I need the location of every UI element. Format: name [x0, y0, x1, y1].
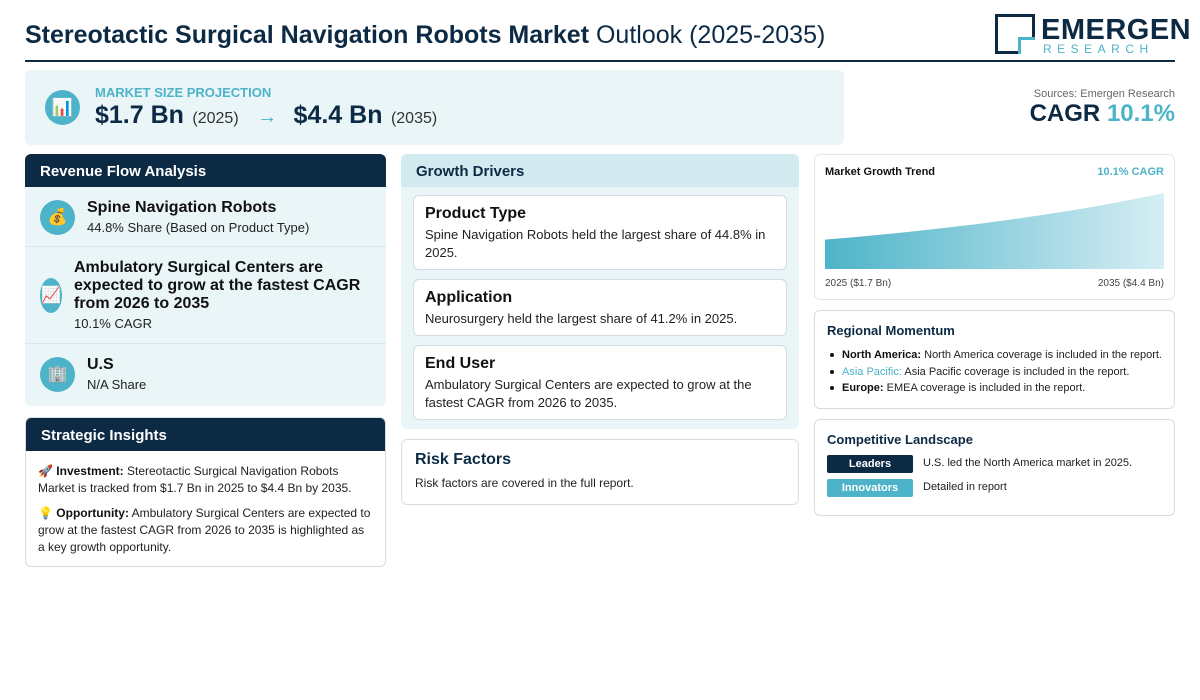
competitive-row-text: U.S. led the North America market in 202…: [923, 457, 1133, 469]
region-item-asia-pacific: Asia Pacific: Asia Pacific coverage is i…: [827, 364, 1162, 381]
logo-text-main: EMERGEN: [1041, 14, 1192, 46]
risk-factors-text: Risk factors are covered in the full rep…: [415, 476, 634, 490]
projection-values: $1.7 Bn (2025) → $4.4 Bn (2035): [95, 101, 437, 130]
chart-increasing-icon: 📈: [40, 278, 62, 313]
trend-area-svg: [825, 193, 1164, 269]
projection-label: MARKET SIZE PROJECTION: [95, 85, 272, 100]
driver-card-title: End User: [425, 355, 496, 372]
emergen-logo[interactable]: EMERGEN RESEARCH: [995, 14, 1191, 56]
competitive-landscape-heading: Competitive Landscape: [827, 432, 973, 447]
driver-card-application: Application Neurosurgery held the larges…: [413, 279, 787, 336]
driver-card-product-type: Product Type Spine Navigation Robots hel…: [413, 195, 787, 270]
start-value: $1.7 Bn: [95, 101, 184, 129]
investment-text: Stereotactic Surgical Navigation Robots …: [38, 464, 352, 495]
revenue-item: 💰 Spine Navigation Robots 44.8% Share (B…: [25, 187, 386, 247]
money-bag-icon: 💰: [40, 200, 75, 235]
strategic-insights-heading: Strategic Insights: [26, 418, 385, 451]
innovators-badge: Innovators: [827, 479, 913, 497]
revenue-item-sub: 44.8% Share (Based on Product Type): [87, 220, 310, 235]
chart-title: Market Growth Trend: [825, 166, 936, 178]
driver-card-title: Product Type: [425, 205, 527, 222]
region-label: North America:: [842, 349, 922, 361]
investment-label: Investment:: [56, 464, 124, 478]
page-title-outlook: Outlook (2025-2035): [595, 21, 826, 49]
growth-area-series: [825, 193, 1164, 269]
cagr-headline: CAGR 10.1%: [1030, 100, 1175, 128]
region-item-north-america: North America: North America coverage is…: [827, 347, 1162, 364]
strategic-insights-panel: Strategic Insights 🚀 Investment: Stereot…: [25, 417, 386, 567]
chart-start-label: 2025 ($1.7 Bn): [825, 278, 892, 289]
end-value: $4.4 Bn: [293, 101, 383, 129]
bar-chart-icon: 📊: [45, 90, 80, 125]
driver-card-text: Ambulatory Surgical Centers are expected…: [425, 377, 752, 410]
opportunity-text: Ambulatory Surgical Centers are expected…: [38, 506, 371, 554]
page-header: Stereotactic Surgical Navigation Robots …: [25, 10, 1191, 62]
market-size-projection: 📊 MARKET SIZE PROJECTION $1.7 Bn (2025) …: [25, 70, 844, 145]
arrow-right-icon: →: [257, 106, 278, 128]
leaders-badge: Leaders: [827, 455, 913, 473]
revenue-flow-heading: Revenue Flow Analysis: [25, 154, 386, 187]
page-title: Stereotactic Surgical Navigation Robots …: [25, 21, 825, 50]
driver-card-end-user: End User Ambulatory Surgical Centers are…: [413, 345, 787, 420]
revenue-item-title: Spine Navigation Robots: [87, 199, 277, 216]
competitive-row-text: Detailed in report: [923, 481, 1007, 493]
revenue-item-title: U.S: [87, 356, 114, 373]
light-bulb-icon: 💡: [38, 506, 53, 520]
regional-momentum-heading: Regional Momentum: [827, 323, 955, 338]
region-label: Europe:: [842, 382, 884, 394]
regional-list: North America: North America coverage is…: [827, 347, 1162, 397]
cagr-value: 10.1%: [1106, 100, 1175, 127]
driver-card-text: Spine Navigation Robots held the largest…: [425, 227, 766, 260]
market-growth-trend-chart: Market Growth Trend 10.1% CAGR 2025 ($1.…: [814, 154, 1175, 300]
opportunity-label: Opportunity:: [56, 506, 129, 520]
logo-mark-icon: [995, 14, 1035, 54]
risk-factors-title: Risk Factors: [415, 451, 512, 468]
insight-investment: 🚀 Investment: Stereotactic Surgical Navi…: [26, 463, 385, 497]
driver-card-text: Neurosurgery held the largest share of 4…: [425, 311, 738, 326]
growth-drivers-heading: Growth Drivers: [401, 154, 799, 187]
start-year: (2025): [192, 110, 239, 127]
rocket-icon: 🚀: [38, 464, 53, 478]
region-text: North America coverage is included in th…: [924, 349, 1162, 361]
chart-end-label: 2035 ($4.4 Bn): [1097, 278, 1164, 289]
page-title-main: Stereotactic Surgical Navigation Robots …: [25, 21, 590, 49]
revenue-item: 📈 Ambulatory Surgical Centers are expect…: [25, 247, 386, 344]
regional-momentum-panel: Regional Momentum North America: North A…: [814, 310, 1175, 409]
risk-factors-panel: Risk Factors Risk factors are covered in…: [401, 439, 799, 505]
region-text: Asia Pacific coverage is included in the…: [904, 365, 1130, 378]
revenue-item-sub: 10.1% CAGR: [74, 316, 153, 331]
region-label: Asia Pacific:: [842, 365, 902, 378]
building-icon: 🏢: [40, 357, 75, 392]
end-year: (2035): [390, 110, 438, 127]
revenue-item-title: Ambulatory Surgical Centers are expected…: [74, 259, 361, 312]
chart-cagr-label: 10.1% CAGR: [1097, 166, 1164, 178]
growth-drivers-panel: Growth Drivers Product Type Spine Naviga…: [401, 154, 799, 429]
region-text: EMEA coverage is included in the report.: [886, 382, 1086, 394]
cagr-label: CAGR: [1029, 100, 1101, 127]
sources-note: Sources: Emergen Research: [1033, 88, 1175, 100]
competitive-landscape-panel: Competitive Landscape Leaders U.S. led t…: [814, 419, 1175, 516]
revenue-item: 🏢 U.S N/A Share: [25, 344, 386, 405]
driver-card-title: Application: [425, 289, 513, 306]
insight-opportunity: 💡 Opportunity: Ambulatory Surgical Cente…: [26, 505, 385, 556]
logo-text-sub: RESEARCH: [1043, 42, 1154, 56]
revenue-flow-panel: Revenue Flow Analysis 💰 Spine Navigation…: [25, 154, 386, 406]
revenue-item-sub: N/A Share: [87, 377, 147, 392]
region-item-europe: Europe: EMEA coverage is included in the…: [827, 380, 1162, 397]
